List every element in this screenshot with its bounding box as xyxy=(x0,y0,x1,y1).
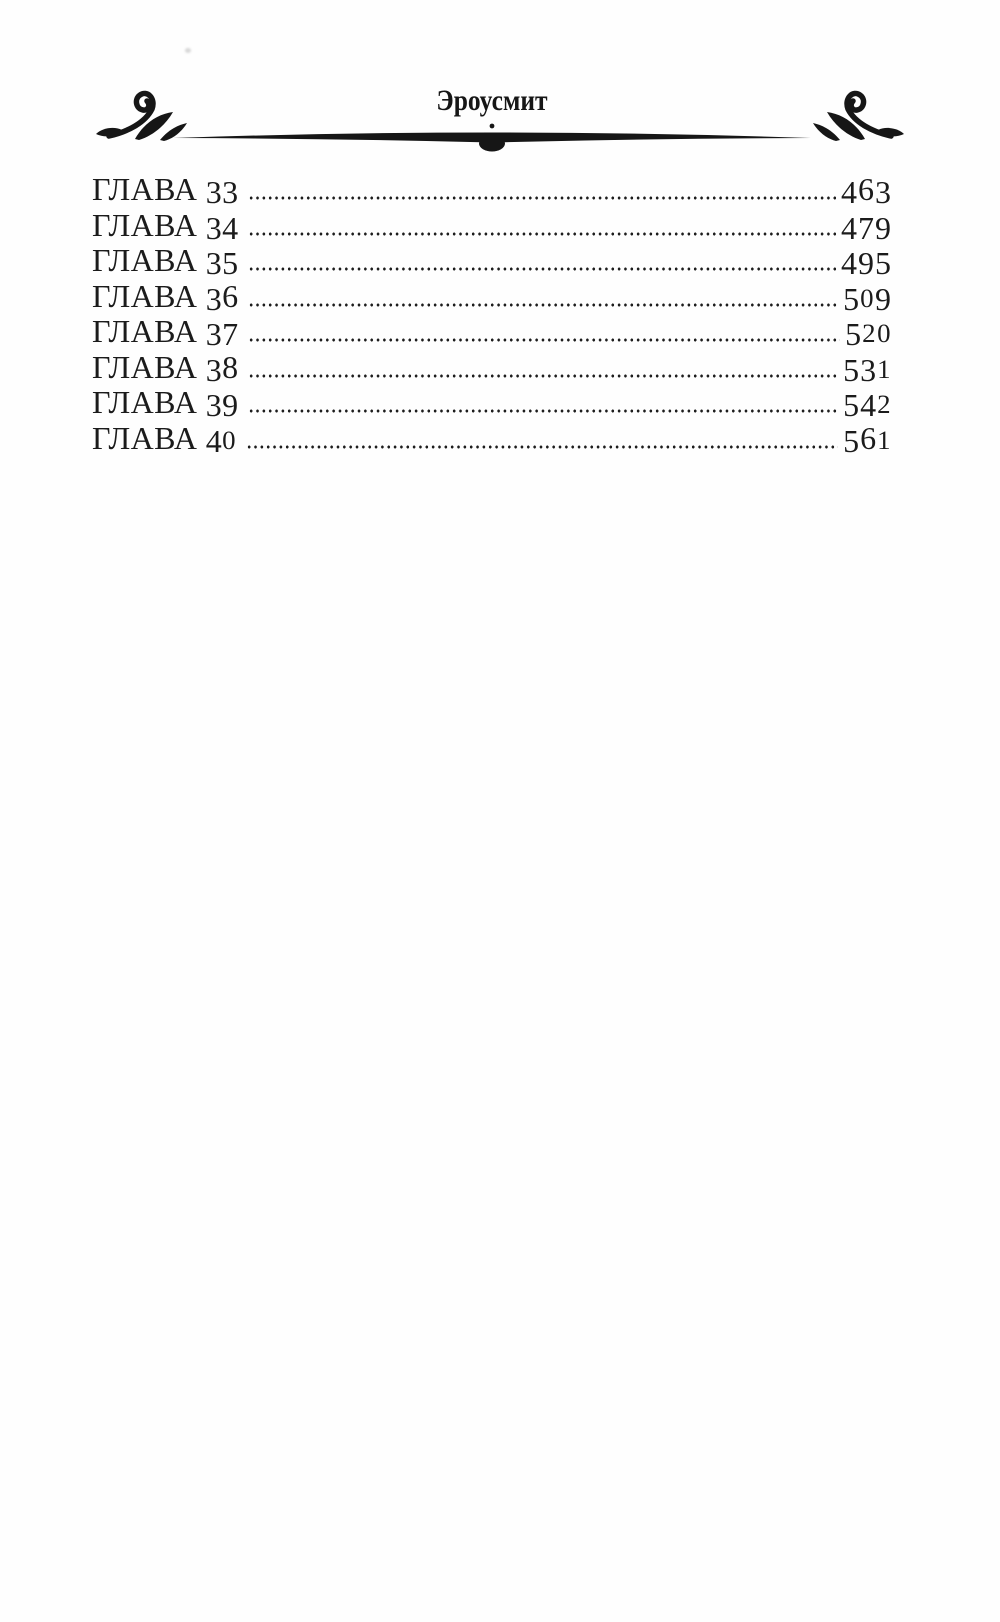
header-ornament xyxy=(96,85,905,152)
toc-chapter-label: ГЛАВА 36 xyxy=(92,277,239,317)
toc-dot-leader xyxy=(247,246,836,271)
page-title: Эроусмит xyxy=(436,84,548,117)
toc-dot-leader xyxy=(247,388,839,413)
toc-chapter-label: ГЛАВА 34 xyxy=(92,206,239,246)
toc-row: ГЛАВА 34 479 xyxy=(92,206,892,246)
toc-chapter-label: ГЛАВА 38 xyxy=(92,348,239,388)
toc-page-number: 561 xyxy=(843,419,892,459)
toc-page-number: 520 xyxy=(845,316,892,353)
toc-dot-leader xyxy=(247,281,839,307)
toc-page-number: 479 xyxy=(841,209,892,246)
toc-row: ГЛАВА 36 509 xyxy=(92,277,892,317)
rule-center-knob xyxy=(479,135,505,152)
toc-page-number: 495 xyxy=(841,245,892,282)
toc-chapter-label: ГЛАВА 40 xyxy=(92,419,238,459)
toc-chapter-label: ГЛАВА 35 xyxy=(92,242,239,282)
flourish-left-icon xyxy=(96,90,187,141)
rule-center-dot xyxy=(489,123,495,129)
toc-chapter-label: ГЛАВА 37 xyxy=(92,313,239,353)
toc-chapter-label: ГЛАВА 39 xyxy=(92,384,239,424)
toc-dot-leader xyxy=(247,317,841,342)
toc-page-number: 531 xyxy=(843,351,892,388)
toc-row: ГЛАВА 40 561 xyxy=(92,419,892,459)
toc-page-number: 509 xyxy=(843,280,892,317)
toc-dot-leader xyxy=(246,423,839,449)
toc-row: ГЛАВА 35 495 xyxy=(92,242,892,282)
toc-dot-leader xyxy=(247,210,836,236)
toc-dot-leader xyxy=(247,175,836,200)
scan-speck xyxy=(185,48,191,53)
flourish-right-icon xyxy=(813,93,904,141)
toc-dot-leader xyxy=(247,352,839,378)
toc-row: ГЛАВА 39 542 xyxy=(92,384,892,424)
toc-row: ГЛАВА 37 520 xyxy=(92,313,892,353)
toc-row: ГЛАВА 38 531 xyxy=(92,348,892,388)
toc-page-number: 542 xyxy=(843,387,892,424)
toc-row: ГЛАВА 33 463 xyxy=(92,171,892,211)
toc-chapter-label: ГЛАВА 33 xyxy=(92,171,239,211)
toc-list: ГЛАВА 33 463 ГЛАВА 34 479 ГЛАВА 35 495 Г… xyxy=(92,171,892,459)
toc-page-number: 463 xyxy=(841,171,892,211)
